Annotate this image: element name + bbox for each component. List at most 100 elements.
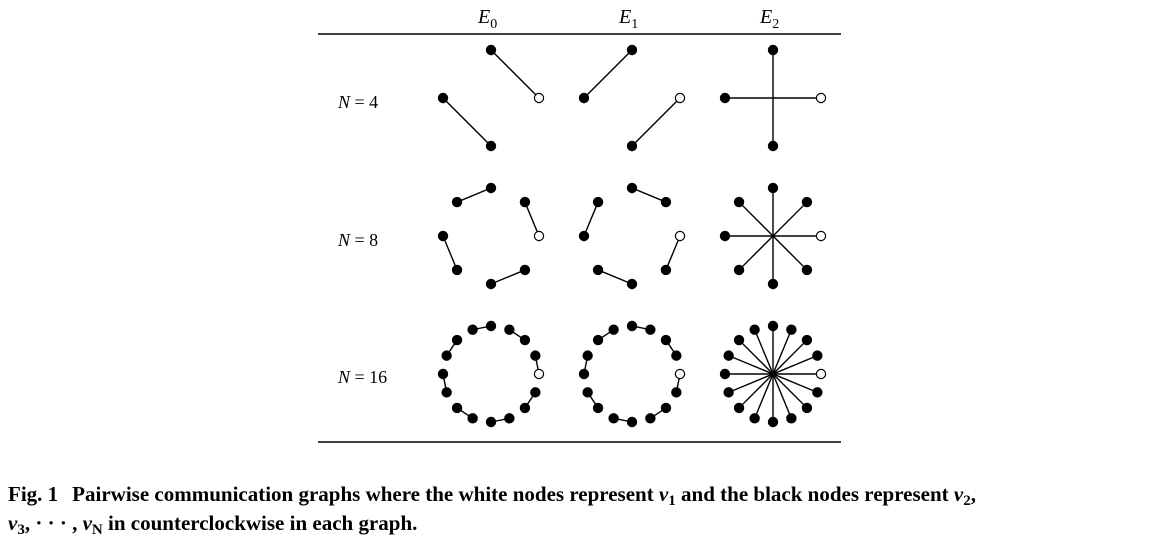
- caption-vn-sub: N: [91, 522, 103, 538]
- caption-v1: v: [658, 482, 669, 506]
- black-node: [582, 350, 593, 361]
- graph-cells: [437, 44, 827, 428]
- black-node: [767, 320, 779, 332]
- graph-edge: [456, 187, 492, 203]
- white-node-v1: [533, 92, 545, 104]
- black-node: [626, 44, 638, 56]
- black-node: [519, 402, 531, 414]
- black-node: [626, 416, 638, 428]
- graph-edge: [490, 49, 540, 99]
- black-node: [485, 416, 497, 428]
- black-node: [608, 413, 619, 424]
- black-node: [626, 182, 638, 194]
- white-node-v1: [674, 92, 686, 104]
- caption-v2: v: [953, 482, 964, 506]
- graph-edge: [490, 269, 526, 285]
- black-node: [441, 387, 452, 398]
- caption-v1-sub: 1: [668, 493, 676, 509]
- black-node: [786, 324, 797, 335]
- black-node: [719, 230, 731, 242]
- column-header-e1: E1: [618, 6, 638, 32]
- black-node: [801, 196, 813, 208]
- graph-e2-n16: [719, 320, 827, 428]
- graph-edge: [524, 201, 540, 237]
- caption-v3-sub: 3: [17, 522, 25, 538]
- black-node: [645, 413, 656, 424]
- graph-edge: [583, 201, 599, 237]
- column-header-e2: E2: [759, 6, 779, 32]
- black-node: [519, 196, 531, 208]
- black-node: [801, 402, 813, 414]
- graph-edge: [442, 97, 492, 147]
- black-node: [733, 334, 745, 346]
- black-node: [660, 196, 672, 208]
- black-node: [485, 44, 497, 56]
- row-label-n8: N = 8: [337, 230, 378, 250]
- graph-e2-n8: [719, 182, 827, 290]
- black-node: [582, 387, 593, 398]
- black-node: [812, 350, 823, 361]
- caption-v2-sub: 2: [963, 493, 971, 509]
- black-node: [578, 368, 590, 380]
- black-node: [592, 196, 604, 208]
- black-node: [592, 402, 604, 414]
- black-node: [485, 140, 497, 152]
- graph-edge: [738, 201, 808, 271]
- caption-sep1: ,: [970, 482, 976, 506]
- black-node: [767, 278, 779, 290]
- white-node-v1: [533, 230, 545, 242]
- column-header-e0: E0: [477, 6, 497, 32]
- black-node: [519, 334, 531, 346]
- black-node: [801, 264, 813, 276]
- black-node: [733, 196, 745, 208]
- figure-caption: Fig. 1 Pairwise communication graphs wher…: [8, 480, 1148, 538]
- graph-e1-n4: [578, 44, 686, 152]
- black-node: [767, 140, 779, 152]
- black-node: [733, 264, 745, 276]
- black-node: [451, 402, 463, 414]
- black-node: [592, 264, 604, 276]
- caption-text-c: in counterclockwise in each graph.: [102, 511, 418, 535]
- graph-e1-n16: [578, 320, 686, 428]
- black-node: [437, 92, 449, 104]
- graph-e0-n16: [437, 320, 545, 428]
- row-label-n16: N = 16: [337, 367, 387, 387]
- black-node: [467, 324, 478, 335]
- black-node: [749, 413, 760, 424]
- white-node-v1: [674, 230, 686, 242]
- caption-v3: v: [8, 511, 18, 535]
- black-node: [530, 387, 541, 398]
- graph-e0-n4: [437, 44, 545, 152]
- row-label-n4: N = 4: [337, 92, 378, 112]
- black-node: [626, 140, 638, 152]
- black-node: [451, 196, 463, 208]
- black-node: [767, 416, 779, 428]
- black-node: [767, 44, 779, 56]
- black-node: [767, 182, 779, 194]
- caption-vn: v: [82, 511, 92, 535]
- black-node: [733, 402, 745, 414]
- white-node-v1: [815, 368, 827, 380]
- graph-edge: [728, 354, 818, 394]
- graph-edge: [631, 187, 667, 203]
- white-node-v1: [533, 368, 545, 380]
- graph-edge: [631, 97, 681, 147]
- caption-text-a: Pairwise communication graphs where the …: [72, 482, 659, 506]
- graph-edge: [597, 269, 633, 285]
- graph-e2-n4: [719, 44, 827, 152]
- black-node: [626, 278, 638, 290]
- graph-edge: [665, 235, 681, 271]
- white-node-v1: [674, 368, 686, 380]
- black-node: [660, 264, 672, 276]
- black-node: [812, 387, 823, 398]
- black-node: [437, 368, 449, 380]
- black-node: [485, 278, 497, 290]
- caption-label: Fig. 1: [8, 482, 59, 506]
- black-node: [578, 92, 590, 104]
- white-node-v1: [815, 230, 827, 242]
- graph-edge: [442, 235, 458, 271]
- black-node: [578, 230, 590, 242]
- black-node: [441, 350, 452, 361]
- caption-text-b: and the black nodes represent: [675, 482, 954, 506]
- black-node: [504, 324, 515, 335]
